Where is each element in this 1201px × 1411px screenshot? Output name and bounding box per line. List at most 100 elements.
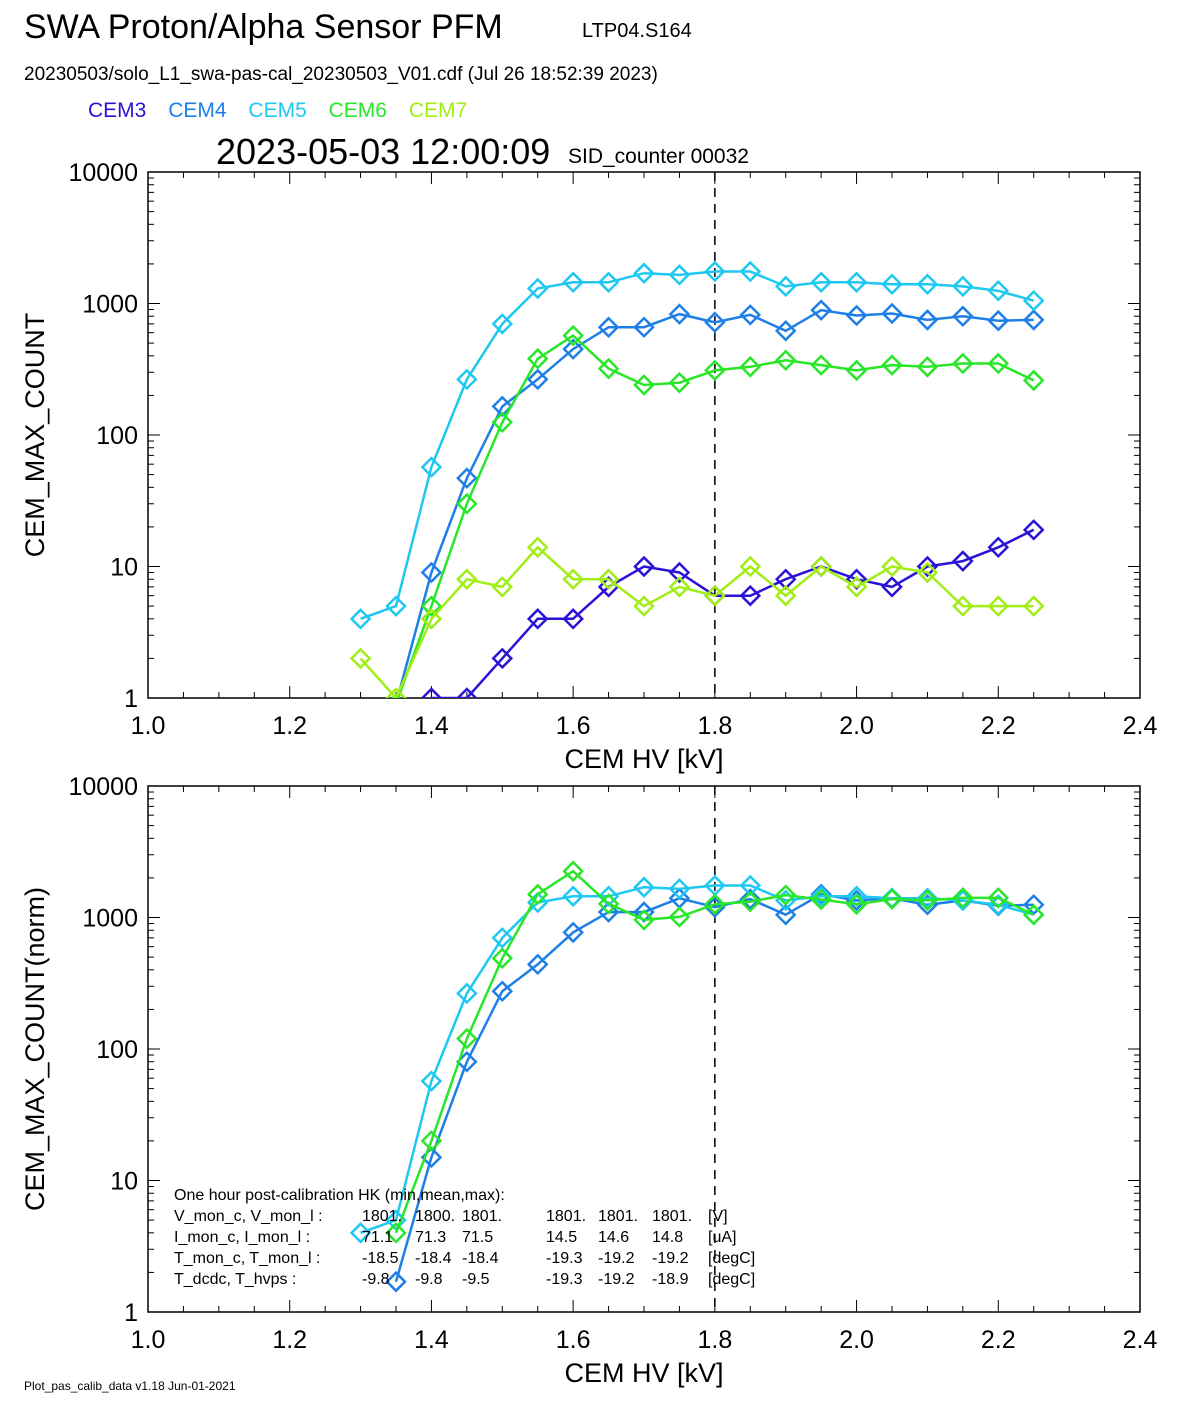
hk-value: 1801. (598, 1208, 638, 1225)
hk-value: 71.5 (462, 1229, 493, 1246)
data-point-cem6 (562, 860, 584, 882)
data-point-cem6 (526, 347, 549, 370)
data-point-cem4 (526, 368, 549, 391)
hk-title: One hour post-calibration HK (min,mean,m… (174, 1187, 505, 1204)
hk-value: 1800. (415, 1208, 455, 1225)
data-point-cem7 (704, 584, 726, 607)
data-point-cem3 (668, 561, 691, 584)
y-tick-label: 10000 (68, 159, 138, 187)
data-point-cem7 (668, 576, 691, 598)
x-tick-label: 1.2 (272, 1326, 307, 1354)
data-point-cem3 (562, 608, 584, 630)
data-point-cem6 (704, 359, 726, 382)
data-point-cem4 (491, 395, 514, 418)
data-point-cem3 (987, 536, 1010, 559)
data-point-cem5 (916, 273, 939, 296)
y-tick-label: 1000 (82, 905, 138, 933)
data-point-cem3 (633, 555, 655, 578)
data-point-cem3 (881, 576, 903, 598)
data-point-cem4 (456, 467, 478, 489)
data-point-cem5 (810, 885, 832, 908)
data-point-cem5 (1022, 289, 1045, 312)
y-tick-label: 1000 (82, 291, 138, 319)
footer-version: Plot_pas_calib_data v1.18 Jun-01-2021 (24, 1379, 236, 1393)
data-point-cem4 (739, 888, 762, 910)
series-line-cem4 (394, 892, 1034, 1283)
data-point-cem7 (349, 647, 372, 670)
hk-value: 71.3 (415, 1229, 446, 1246)
data-point-cem4 (385, 1270, 407, 1293)
data-point-cem6 (1022, 903, 1045, 926)
legend-entry-cem3: CEM3 (88, 99, 147, 122)
data-point-cem3 (739, 584, 762, 607)
data-point-cem5 (456, 982, 478, 1005)
legend-entry-cem6: CEM6 (328, 99, 387, 122)
hk-value: 1801. (362, 1208, 402, 1225)
hk-value: -19.2 (598, 1250, 635, 1267)
source-filename: 20230503/solo_L1_swa-pas-cal_20230503_V0… (24, 64, 658, 85)
data-point-cem6 (952, 352, 974, 375)
data-point-cem6 (987, 887, 1010, 909)
x-tick-label: 1.2 (272, 712, 307, 740)
series-group (349, 860, 1045, 1293)
data-point-cem5 (562, 271, 584, 294)
data-point-cem5 (597, 271, 620, 294)
data-point-cem7 (952, 595, 974, 617)
data-point-cem6 (385, 1222, 407, 1244)
hk-row-label: T_dcdc, T_hvps : (174, 1271, 296, 1288)
x-tick-label: 2.0 (839, 712, 874, 740)
chart-panel-2: 1.0 1.2 1.4 1.6 1.8 2.0 2.2 2.4 1 10 100 1000 10000 C… (20, 773, 1157, 1388)
data-point-cem5 (916, 887, 939, 910)
hk-value: 14.6 (598, 1229, 629, 1246)
data-point-cem5 (668, 264, 691, 286)
data-point-cem3 (456, 687, 478, 698)
x-tick-label: 1.6 (556, 1326, 591, 1354)
x-axis-label: CEM HV [kV] (564, 1358, 723, 1388)
plot-frame (147, 171, 1141, 699)
y-tick-label: 100 (96, 422, 138, 450)
hk-value: -19.2 (598, 1271, 635, 1288)
x-tick-label: 2.4 (1123, 1326, 1158, 1354)
data-point-cem6 (597, 357, 620, 380)
legend: CEM3 CEM4 CEM5 CEM6 CEM7 (88, 99, 483, 123)
data-point-cem7 (385, 687, 407, 698)
data-point-cem6 (456, 1027, 478, 1050)
data-point-cem4 (810, 883, 832, 906)
legend-entry-cem4: CEM4 (168, 99, 227, 122)
data-point-cem5 (987, 279, 1010, 302)
series-line-cem4 (396, 308, 1034, 698)
data-point-cem6 (739, 356, 762, 378)
sid-counter: SID_counter 00032 (568, 145, 749, 168)
data-point-cem7 (633, 595, 655, 617)
data-point-cem4 (810, 299, 832, 321)
series-line-cem7 (359, 545, 1034, 698)
hk-value: -9.8 (362, 1271, 390, 1288)
plot-title: SWA Proton/Alpha Sensor PFM (24, 8, 503, 46)
data-point-cem6 (845, 359, 868, 382)
data-point-cem4 (704, 311, 726, 334)
data-point-cem5 (633, 876, 655, 898)
x-tick-label: 1.4 (414, 712, 449, 740)
data-point-cem4 (633, 901, 655, 923)
hk-unit: [uA] (708, 1229, 736, 1246)
y-tick-label: 1 (124, 1299, 138, 1327)
data-point-cem4 (668, 303, 691, 325)
data-point-cem7 (456, 568, 478, 591)
hk-value: 1801. (652, 1208, 692, 1225)
hk-value: 14.8 (652, 1229, 683, 1246)
data-point-cem7 (810, 555, 832, 578)
y-tick-label: 100 (96, 1036, 138, 1064)
data-point-cem4 (526, 953, 549, 976)
hk-value: -19.2 (652, 1250, 689, 1267)
series-line-cem5 (360, 270, 1035, 620)
data-point-cem4 (952, 305, 974, 328)
x-tick-label: 1.0 (131, 1326, 166, 1354)
x-tick-label: 2.4 (1123, 712, 1158, 740)
hk-value: -19.3 (546, 1271, 583, 1288)
data-point-cem6 (810, 354, 832, 376)
data-point-cem5 (420, 456, 443, 478)
data-point-cem6 (1022, 369, 1045, 392)
data-point-cem6 (739, 890, 762, 913)
hk-value: -18.4 (415, 1250, 452, 1267)
hk-value: 71.1 (362, 1229, 393, 1246)
